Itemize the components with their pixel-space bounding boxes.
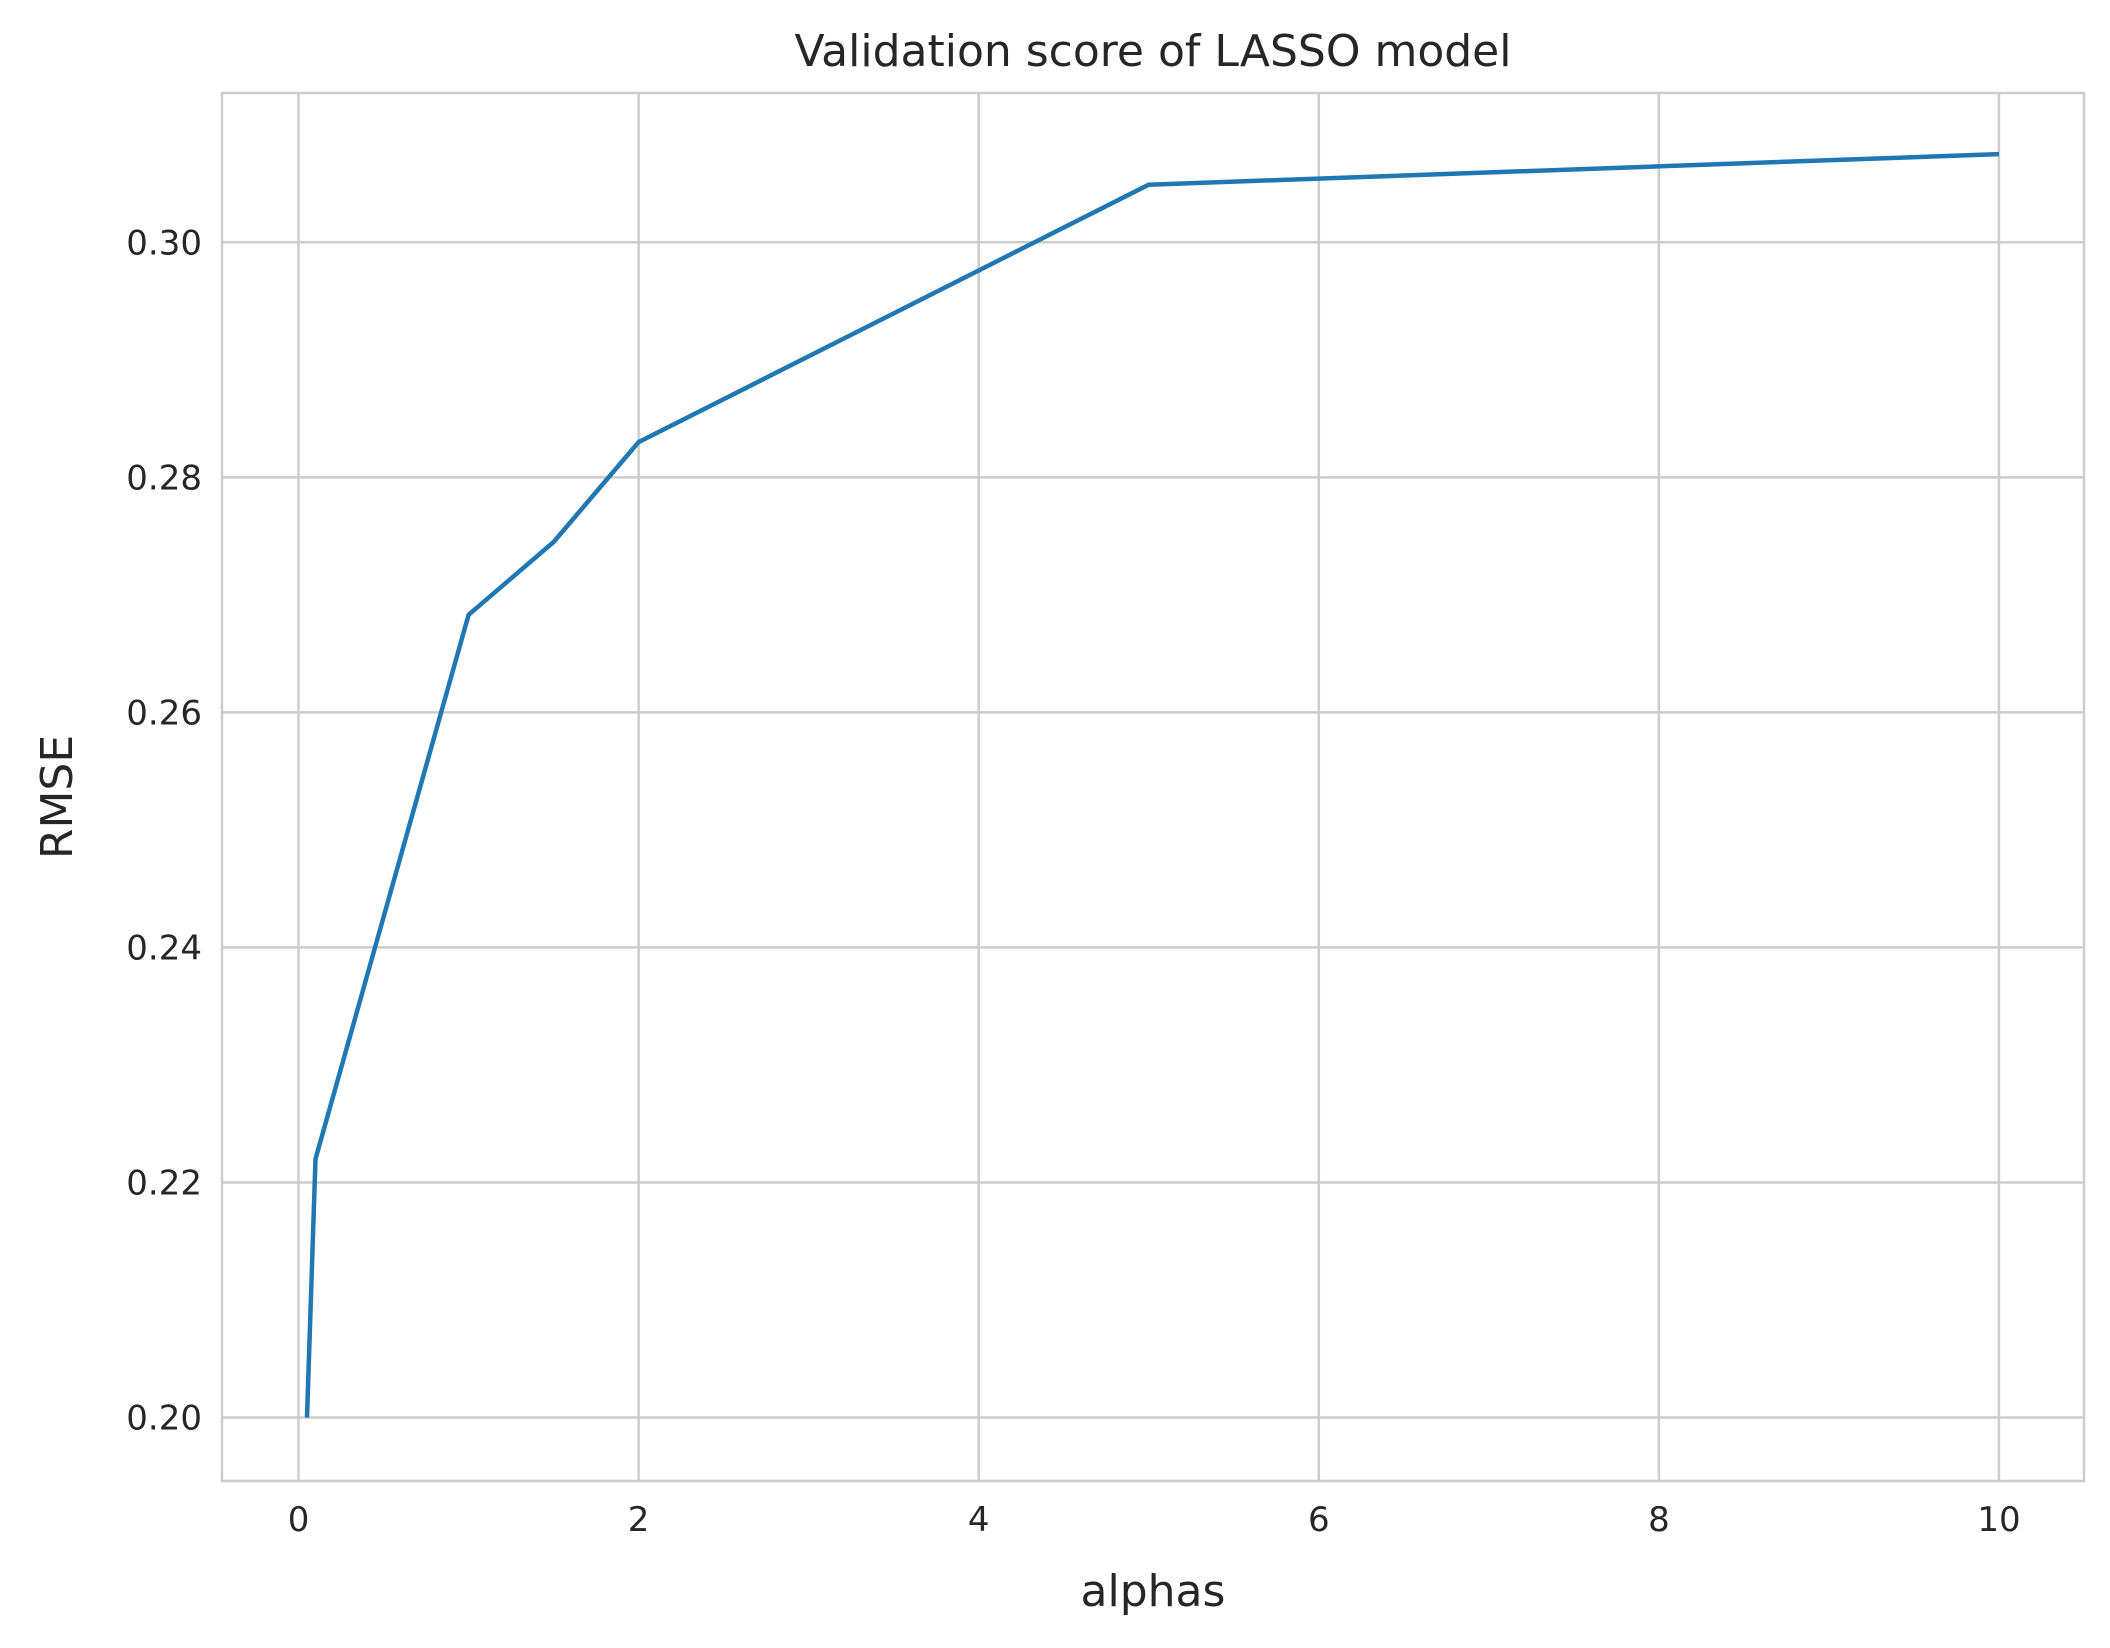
y-tick-label: 0.20 — [126, 1399, 202, 1439]
x-axis-label: alphas — [1081, 1566, 1226, 1617]
y-tick-label: 0.30 — [126, 223, 202, 263]
y-axis-label: RMSE — [32, 735, 83, 859]
x-tick-label: 4 — [968, 1500, 990, 1540]
series-line — [304, 151, 2000, 1418]
y-tick-label: 0.26 — [126, 693, 202, 733]
grid — [222, 93, 2084, 1481]
x-tick-label: 10 — [1977, 1500, 2020, 1540]
series-layer — [304, 151, 2000, 1418]
plot-frame — [220, 91, 2086, 1483]
x-tick-labels: 0 2 4 6 8 10 — [288, 1500, 2021, 1540]
chart-title: Validation score of LASSO model — [795, 26, 1512, 77]
y-tick-label: 0.28 — [126, 458, 202, 498]
x-tick-label: 8 — [1648, 1500, 1670, 1540]
x-tick-label: 6 — [1308, 1500, 1330, 1540]
y-tick-label: 0.24 — [126, 928, 202, 968]
x-tick-label: 0 — [288, 1500, 310, 1540]
y-tick-label: 0.22 — [126, 1163, 202, 1203]
x-tick-label: 2 — [628, 1500, 650, 1540]
y-tick-labels: 0.20 0.22 0.24 0.26 0.28 0.30 — [126, 223, 202, 1438]
